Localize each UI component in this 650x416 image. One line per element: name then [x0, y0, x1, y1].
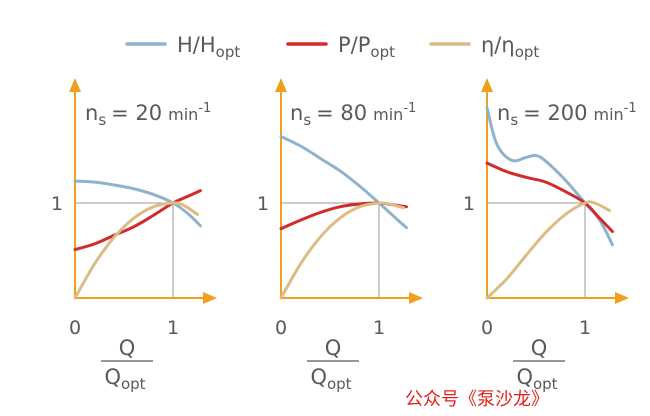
panel-title-unit-sup: -1 [624, 101, 637, 116]
panel-title-eq: = 200 [523, 101, 587, 125]
y-axis-arrowhead [481, 78, 493, 92]
panel-title-n: n [85, 101, 98, 125]
series-line-head-ns-200 [485, 106, 614, 247]
svg-text:H/Hopt: H/Hopt [177, 33, 240, 61]
svg-text:η/ηopt: η/ηopt [481, 33, 539, 61]
x-axis-label-denominator: Qopt [104, 365, 145, 393]
panel-title-ns-80: ns = 80 min-1 [290, 101, 416, 129]
legend-item-head: H/Hopt [125, 33, 240, 61]
legend-item-efficiency: η/ηopt [429, 33, 539, 61]
series-line-power-ns-20 [73, 189, 202, 252]
legend-label-efficiency-sub: opt [515, 43, 540, 61]
series-line-efficiency-ns-20 [73, 201, 199, 300]
legend-label-power: P/P [338, 33, 370, 57]
x-axis-label-denominator-sub: opt [327, 375, 352, 393]
panel-title-unit: min [168, 105, 198, 124]
legend-label-head: H/H [177, 33, 216, 57]
panel-title-unit: min [594, 105, 624, 124]
x-tick-label-0: 0 [481, 317, 493, 339]
x-axis-label-denominator-base: Q [516, 365, 533, 389]
panel-title-eq: = 80 [316, 101, 367, 125]
x-tick-label-0: 0 [275, 317, 287, 339]
y-tick-label-1: 1 [463, 193, 475, 215]
panel-title-n-sub: s [98, 111, 106, 129]
x-axis-label-denominator-sub: opt [533, 375, 558, 393]
x-axis-label-numerator: Q [119, 336, 136, 360]
x-axis-label-numerator: Q [531, 336, 548, 360]
y-axis-arrowhead [275, 78, 287, 92]
x-axis-label-denominator-base: Q [104, 365, 121, 389]
x-axis-arrowhead [615, 292, 629, 304]
x-tick-label-1: 1 [167, 317, 179, 339]
panel-title-ns-200: ns = 200 min-1 [497, 101, 637, 129]
y-axis-arrowhead [69, 78, 81, 92]
y-tick-label-1: 1 [257, 193, 269, 215]
panel-title-n: n [290, 101, 303, 125]
series-line-efficiency-ns-80 [279, 201, 405, 300]
panel-title-unit-sup: -1 [403, 101, 416, 116]
legend-item-power: P/Popt [286, 33, 395, 61]
series-line-head-ns-80 [279, 135, 408, 230]
panel-title-unit: min [373, 105, 403, 124]
x-axis-arrowhead [409, 292, 423, 304]
x-axis-label-denominator: Qopt [516, 365, 557, 393]
legend: H/Hopt P/Popt η/ηopt [125, 33, 539, 61]
legend-label-efficiency: η/η [481, 33, 515, 57]
panel-title-n: n [497, 101, 510, 125]
panel-title-n-sub: s [510, 111, 518, 129]
panel-title-ns-20: ns = 20 min-1 [85, 101, 211, 129]
y-tick-label-1: 1 [51, 193, 63, 215]
x-axis-arrowhead [203, 292, 217, 304]
watermark-text: 公众号《泵沙龙》 [405, 389, 549, 410]
x-axis-label-numerator: Q [325, 336, 342, 360]
panel-title-eq: = 20 [111, 101, 162, 125]
svg-text:P/Popt: P/Popt [338, 33, 395, 61]
panel-title-n-sub: s [303, 111, 311, 129]
panel-title-unit-sup: -1 [198, 101, 211, 116]
series-line-efficiency-ns-200 [485, 200, 611, 300]
x-tick-label-0: 0 [69, 317, 81, 339]
x-tick-label-1: 1 [579, 317, 591, 339]
legend-label-power-sub: opt [370, 43, 395, 61]
series-line-head-ns-20 [73, 179, 202, 228]
x-axis-label-denominator-sub: opt [121, 375, 146, 393]
series-line-power-ns-200 [485, 161, 614, 233]
x-axis-label-denominator: Qopt [310, 365, 351, 393]
x-axis-label-denominator-base: Q [310, 365, 327, 389]
x-tick-label-1: 1 [373, 317, 385, 339]
legend-label-head-sub: opt [216, 43, 241, 61]
